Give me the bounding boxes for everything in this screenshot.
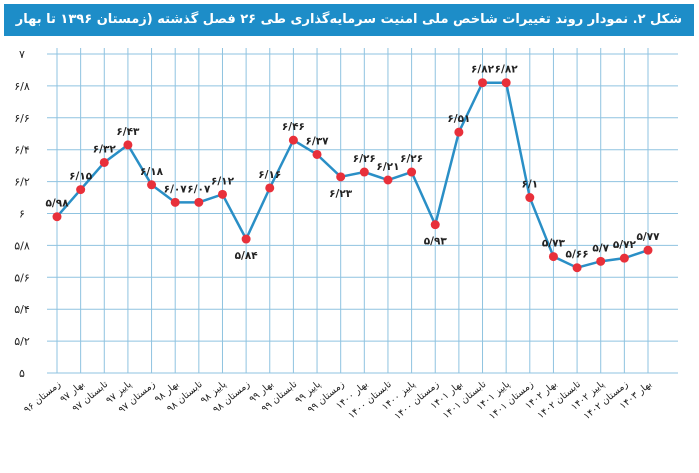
data-point	[525, 193, 535, 203]
data-label: ۵/۷	[592, 242, 609, 254]
data-point	[336, 172, 346, 182]
data-point	[241, 234, 251, 244]
data-label: ۶/۱۵	[69, 171, 93, 183]
data-label: ۵/۷۷	[636, 231, 660, 243]
series-line	[56, 81, 649, 270]
data-point	[548, 252, 558, 262]
data-label: ۵/۸۴	[235, 250, 259, 262]
data-label: ۶/۵۱	[447, 113, 470, 125]
data-label: ۶/۱۶	[258, 169, 281, 181]
data-point	[123, 140, 133, 150]
data-point	[52, 212, 62, 222]
data-point	[454, 127, 464, 137]
y-tick-label: ۵/۸	[14, 239, 30, 252]
data-point	[430, 220, 440, 230]
y-tick-label: ۵	[19, 367, 25, 380]
data-label: ۵/۷۲	[613, 239, 637, 251]
data-point	[288, 135, 298, 145]
data-point	[643, 245, 653, 255]
y-tick-label: ۵/۴	[14, 303, 30, 316]
data-label: ۶/۸۲	[495, 64, 519, 76]
y-tick-label: ۶/۲	[14, 176, 30, 189]
data-label: ۶/۲۳	[329, 188, 353, 200]
data-label: ۶/۰۷	[187, 183, 211, 195]
y-tick-label: ۶	[19, 208, 25, 221]
data-label: ۶/۲۱	[376, 161, 399, 173]
data-label: ۶/۲۶	[353, 153, 376, 165]
data-label: ۶/۱	[521, 179, 538, 191]
data-label: ۶/۳۷	[306, 135, 330, 147]
data-point	[383, 175, 393, 185]
data-label: ۶/۴۳	[116, 126, 140, 138]
data-point	[407, 167, 417, 177]
data-point	[147, 180, 157, 190]
data-label: ۵/۷۳	[542, 238, 566, 250]
data-point	[217, 189, 227, 199]
data-label: ۶/۲۶	[400, 153, 423, 165]
data-point	[312, 149, 322, 159]
data-point	[170, 197, 180, 207]
data-label: ۵/۶۶	[566, 249, 589, 261]
data-label: ۶/۱۲	[211, 175, 235, 187]
data-point	[619, 253, 629, 263]
data-label: ۶/۱۸	[140, 166, 164, 178]
data-point	[359, 167, 369, 177]
data-label: ۵/۹۸	[45, 198, 69, 210]
chart-title: شکل ۲. نمودار روند تغییرات شاخص ملی امنی…	[4, 4, 694, 59]
y-tick-label: ۶/۸	[14, 80, 30, 93]
y-tick-label: ۷	[19, 48, 25, 61]
data-label: ۶/۳۲	[93, 143, 117, 155]
data-point	[194, 197, 204, 207]
data-label: ۶/۴۶	[282, 121, 305, 133]
y-tick-label: ۶/۴	[14, 144, 30, 157]
data-label: ۵/۹۳	[424, 236, 448, 248]
data-label: ۶/۰۷	[164, 183, 188, 195]
y-tick-label: ۶/۶	[14, 112, 30, 125]
data-label: ۶/۸۲	[471, 64, 495, 76]
y-tick-label: ۵/۲	[14, 335, 30, 348]
x-tick-label: زمستان ۹۶	[22, 379, 63, 416]
data-point	[596, 256, 606, 266]
data-point	[478, 78, 488, 88]
data-point	[265, 183, 275, 193]
data-point	[76, 185, 86, 195]
y-tick-label: ۵/۶	[14, 271, 30, 284]
data-point	[501, 78, 511, 88]
data-point	[572, 263, 582, 273]
data-point	[99, 157, 109, 167]
